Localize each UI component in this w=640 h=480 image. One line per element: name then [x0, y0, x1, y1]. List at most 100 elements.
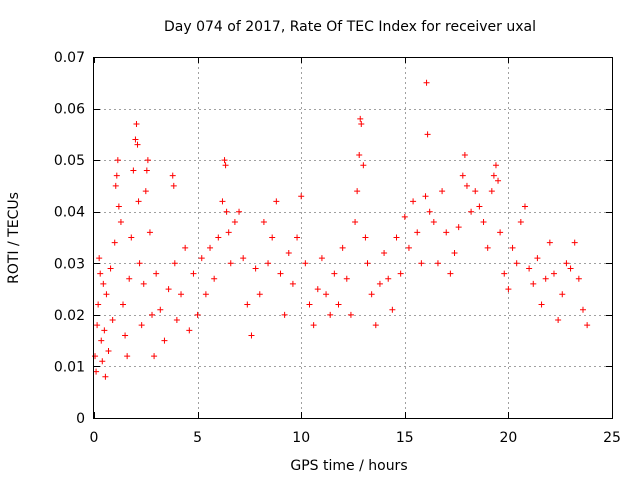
- data-point: [455, 224, 462, 231]
- x-tick-label: 25: [603, 430, 621, 446]
- data-point: [215, 234, 222, 241]
- y-tick-label: 0.07: [54, 50, 85, 66]
- data-point: [405, 244, 412, 251]
- y-tick-label: 0.01: [54, 359, 85, 375]
- data-point: [153, 270, 160, 277]
- data-point: [327, 311, 334, 318]
- data-point: [567, 265, 574, 272]
- data-point: [157, 306, 164, 313]
- y-tick-label: 0.06: [54, 102, 85, 118]
- data-point: [468, 208, 475, 215]
- data-point: [113, 172, 120, 179]
- data-point: [546, 239, 553, 246]
- data-point: [289, 280, 296, 287]
- data-point: [354, 188, 361, 195]
- data-point: [130, 167, 137, 174]
- data-point: [95, 301, 102, 308]
- data-point: [509, 244, 516, 251]
- data-point: [273, 198, 280, 205]
- plot-frame: [93, 57, 613, 419]
- data-point: [149, 311, 156, 318]
- data-point: [443, 229, 450, 236]
- x-tick-label: 5: [193, 430, 202, 446]
- data-point: [99, 358, 106, 365]
- data-point: [112, 182, 119, 189]
- data-point: [497, 229, 504, 236]
- data-point: [285, 249, 292, 256]
- data-point: [376, 280, 383, 287]
- data-point: [134, 141, 141, 148]
- data-point: [252, 265, 259, 272]
- data-point: [476, 203, 483, 210]
- data-point: [294, 234, 301, 241]
- data-point: [534, 255, 541, 262]
- data-point: [579, 306, 586, 313]
- data-point: [347, 311, 354, 318]
- data-point: [513, 260, 520, 267]
- data-point: [501, 270, 508, 277]
- x-tick-label: 10: [292, 430, 310, 446]
- data-point: [364, 260, 371, 267]
- data-point: [310, 322, 317, 329]
- data-point: [124, 353, 131, 360]
- data-point: [526, 265, 533, 272]
- data-point: [269, 234, 276, 241]
- data-point: [331, 270, 338, 277]
- data-point: [306, 301, 313, 308]
- data-point: [109, 317, 116, 324]
- data-point: [385, 275, 392, 282]
- data-point: [122, 332, 129, 339]
- data-point: [414, 229, 421, 236]
- data-point: [225, 229, 232, 236]
- data-point: [151, 353, 158, 360]
- data-point: [584, 322, 591, 329]
- data-point: [318, 255, 325, 262]
- data-point: [248, 332, 255, 339]
- data-point: [202, 291, 209, 298]
- data-point: [161, 337, 168, 344]
- data-point: [198, 255, 205, 262]
- data-point: [302, 260, 309, 267]
- data-point: [422, 193, 429, 200]
- chart-title: Day 074 of 2017, Rate Of TEC Index for r…: [164, 19, 536, 35]
- data-point: [171, 260, 178, 267]
- grid: [94, 57, 612, 418]
- y-tick-label: 0.05: [54, 153, 85, 169]
- data-point: [101, 327, 108, 334]
- data-point: [277, 270, 284, 277]
- data-point: [362, 234, 369, 241]
- data-point: [459, 172, 466, 179]
- x-tick-label: 15: [396, 430, 414, 446]
- data-point: [451, 249, 458, 256]
- data-point: [335, 301, 342, 308]
- data-point: [265, 260, 272, 267]
- data-point: [128, 234, 135, 241]
- data-point: [426, 208, 433, 215]
- data-point: [372, 322, 379, 329]
- data-point: [530, 280, 537, 287]
- data-point: [360, 162, 367, 169]
- data-point: [393, 234, 400, 241]
- data-point: [93, 368, 100, 375]
- data-points: [92, 79, 591, 380]
- data-point: [114, 157, 121, 164]
- data-point: [92, 353, 99, 360]
- data-point: [126, 275, 133, 282]
- data-point: [424, 131, 431, 138]
- data-point: [538, 301, 545, 308]
- data-point: [231, 219, 238, 226]
- data-point: [358, 121, 365, 128]
- data-point: [357, 115, 364, 122]
- data-point: [563, 260, 570, 267]
- data-point: [115, 203, 122, 210]
- data-point: [135, 198, 142, 205]
- data-point: [97, 270, 104, 277]
- data-point: [194, 311, 201, 318]
- axis-ticks: 0 5 10 15 20 25 0 0.01 0.02 0.03 0.04 0.05 0.06 0.07: [54, 50, 621, 446]
- data-point: [323, 291, 330, 298]
- data-point: [190, 270, 197, 277]
- data-point: [170, 182, 177, 189]
- data-point: [356, 151, 363, 158]
- data-point: [571, 239, 578, 246]
